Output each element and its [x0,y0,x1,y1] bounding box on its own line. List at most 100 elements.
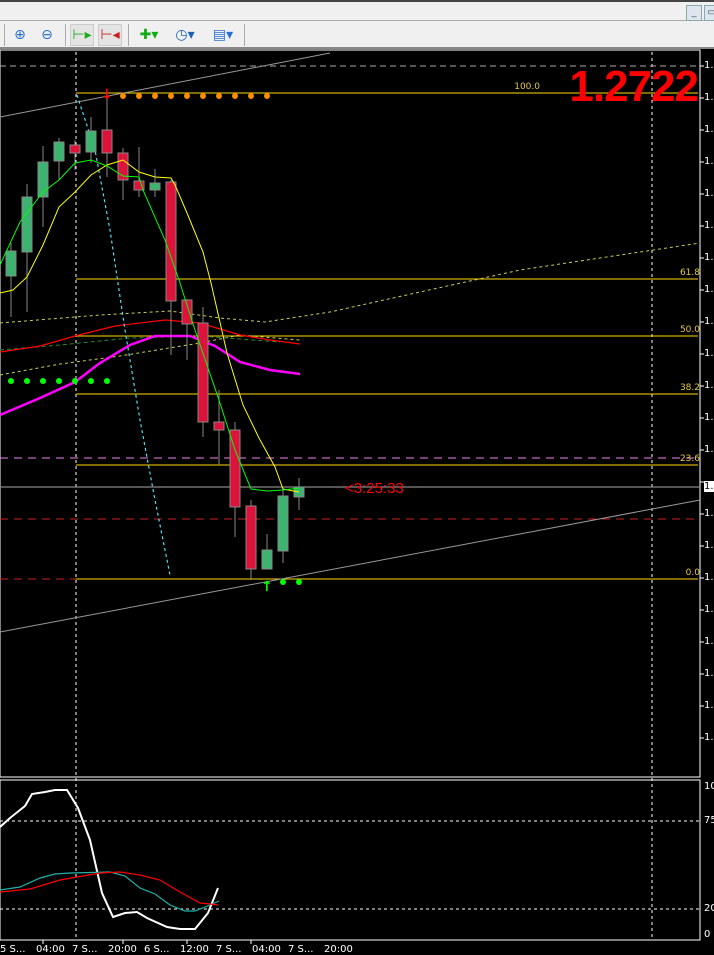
current-price-tag: 1. [704,481,714,492]
osc-level-20: 20 [704,903,714,914]
separator [4,24,5,46]
candle [149,182,161,191]
candle [69,144,81,154]
price-axis-label: 1. [704,316,714,327]
orange-dot [248,93,254,99]
oscillator-frame [0,779,701,941]
candle [229,429,241,508]
green-dot [88,378,94,384]
osc-level-0: 0 [704,929,711,940]
price-axis-label: 1. [704,412,714,423]
ma-dotted-2 [0,334,301,376]
candle [277,495,289,552]
price-axis-label: 1. [704,92,714,103]
ma-red [0,319,301,353]
orange-dot [168,93,174,99]
candle [181,299,193,325]
sell-arrow-icon: ↓ [101,87,113,103]
candle [133,180,145,191]
auto-scroll-icon[interactable]: ⊢◂ [98,24,122,46]
price-axis-label: 1. [704,348,714,359]
cyan-dotted-line [76,94,171,576]
green-dot [56,378,62,384]
ma-yellow [0,159,300,493]
periods-clock-icon[interactable]: ◷▾ [175,27,195,43]
price-axis-label: 1. [704,156,714,167]
ma-magenta [0,334,301,417]
ma-long-dotted [0,242,701,324]
candle [85,130,97,153]
toolbar: ⊕ ⊖ ⊢▸ ⊢◂ ✚▾ ◷▾ ▤▾ [0,21,714,49]
fib-label-61.8: 61.8 [679,268,700,278]
orange-dot [232,93,238,99]
fib-label-50: 50.0 [679,325,700,335]
stochastic-signal-cyan [0,871,220,912]
green-dot [24,378,30,384]
main-chart-frame [0,49,701,778]
candle [165,181,177,302]
candle [37,161,49,198]
ma-green [0,159,300,492]
current-price-display: 1.2722 [569,62,699,111]
price-axis-label: 1. [704,572,714,583]
orange-dot [120,93,126,99]
green-dot [104,378,110,384]
candle [21,196,33,253]
candle [53,141,65,162]
price-axis-label: 1. [704,444,714,455]
orange-dot [264,93,270,99]
orange-dot [216,93,222,99]
separator [244,24,245,46]
green-dot [72,378,78,384]
price-axis-label: 1. [704,188,714,199]
price-axis-label: 1. [704,220,714,231]
candle [245,505,257,570]
fib-label-38.2: 38.2 [679,383,700,393]
green-dot [8,378,14,384]
fib-label-0: 0.0 [685,568,700,578]
zoom-out-icon[interactable]: ⊖ [41,27,53,43]
trendline-lower [0,499,701,633]
trendline-upper [0,52,331,118]
candle [213,421,225,431]
fib-label-23.6: 23.6 [679,454,700,464]
price-axis-label: 1. [704,732,714,743]
separator [128,24,129,46]
stochastic-main [0,789,219,930]
green-dot [280,579,286,585]
ma-dotted-green [0,335,281,351]
restore-icon[interactable]: ▭ [704,5,714,21]
separator [65,24,66,46]
osc-level-75: 75 [704,815,714,826]
price-axis-label: 1. [704,380,714,391]
candle [117,152,129,181]
price-axis-label: 1. [704,60,714,71]
price-axis-label: 1. [704,252,714,263]
candle [101,129,113,154]
price-axis-label: 1. [704,284,714,295]
price-axis-label: 1. [704,700,714,711]
minimize-icon[interactable]: _ [686,5,702,21]
candle [197,322,209,423]
orange-dot [184,93,190,99]
templates-icon[interactable]: ▤▾ [212,27,234,43]
price-axis-label: 1. [704,636,714,647]
orange-dot [152,93,158,99]
buy-arrow-icon: ↑ [261,579,273,595]
green-dot [40,378,46,384]
orange-dot [136,93,142,99]
price-axis-label: 1. [704,668,714,679]
price-axis-label: 1. [704,604,714,615]
window-titlebar: _ ▭ [0,0,714,21]
indicators-icon[interactable]: ✚▾ [139,27,159,43]
fib-label-100: 100.0 [514,82,540,92]
candle [5,250,17,277]
zoom-in-icon[interactable]: ⊕ [14,27,26,43]
stochastic-signal-red [0,871,219,906]
candle [261,549,273,570]
price-axis-label: 1. [704,508,714,519]
green-dot [296,579,302,585]
osc-level-100: 100 [704,781,714,792]
chart-shift-icon[interactable]: ⊢▸ [70,24,94,46]
